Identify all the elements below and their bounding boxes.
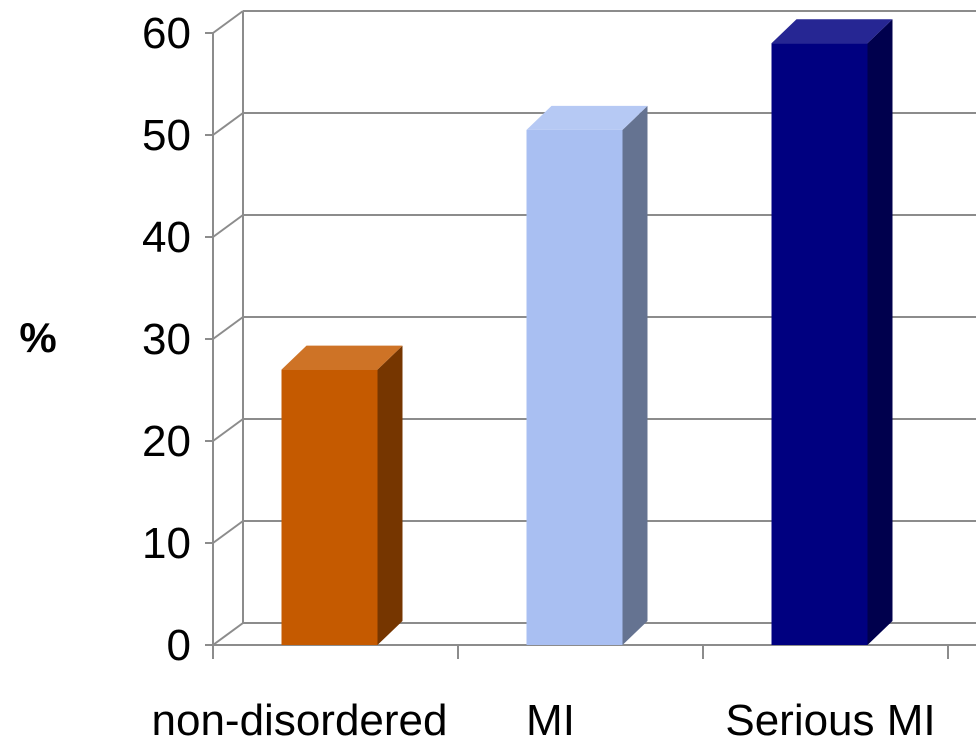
gridline-depth [212, 520, 244, 544]
bar [771, 19, 893, 645]
gridline-depth [212, 622, 244, 646]
bar-side [622, 105, 648, 645]
bar-top [771, 19, 893, 44]
gridline-depth [212, 316, 244, 340]
bar-front [281, 369, 378, 645]
gridline-depth [212, 418, 244, 442]
bar-side [867, 19, 893, 645]
y-tick-label: 20 [142, 417, 191, 466]
y-tick-label: 60 [142, 9, 191, 58]
bars [281, 19, 893, 645]
x-category-labels: non-disordered MI Serious MI [152, 696, 936, 745]
x-category-label: MI [526, 696, 575, 745]
bar-front [771, 43, 868, 645]
y-tick-label: 0 [167, 621, 191, 670]
bar-front [526, 129, 623, 645]
gridline-depth [212, 214, 244, 238]
y-tick-label: 50 [142, 111, 191, 160]
bar-top [526, 105, 648, 130]
x-category-label: Serious MI [725, 696, 935, 745]
bar [526, 105, 648, 645]
bar-top [281, 345, 403, 370]
gridline-depth [212, 10, 244, 34]
y-tick-label: 10 [142, 519, 191, 568]
gridline-depth [212, 112, 244, 136]
y-tick-label: 30 [142, 315, 191, 364]
y-tick-label: 40 [142, 213, 191, 262]
x-category-label: non-disordered [152, 696, 448, 745]
bar [281, 345, 403, 645]
y-tick-labels: 0 10 20 30 40 50 60 [142, 9, 191, 670]
y-axis-label: % [19, 314, 56, 361]
bar-side [377, 345, 403, 645]
